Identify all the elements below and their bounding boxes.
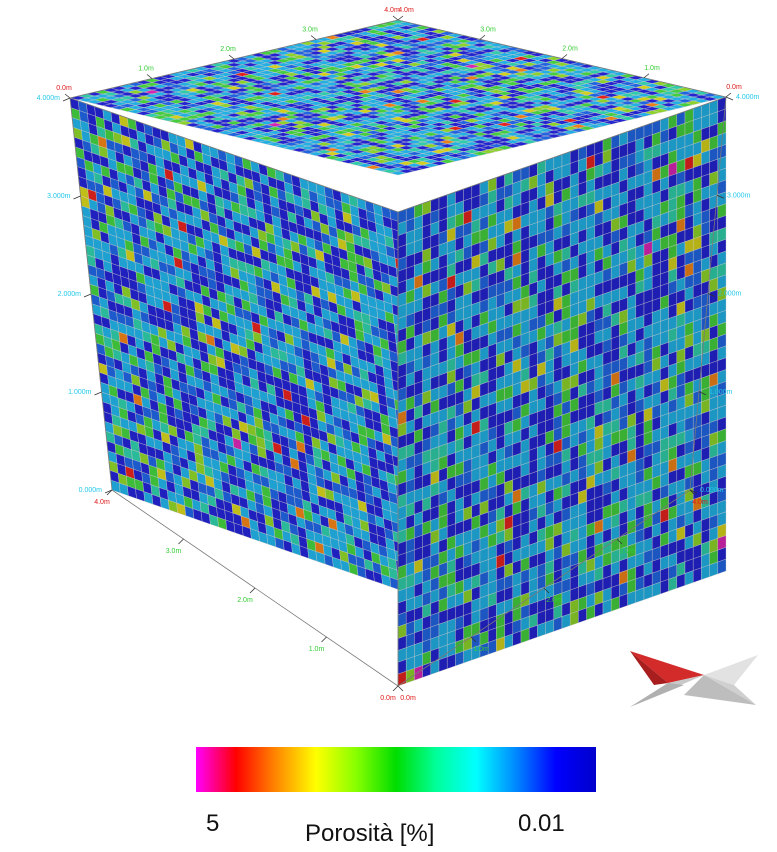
axis-tick-label: 0.0m xyxy=(56,85,72,92)
axis-tick-label: 3.0m xyxy=(302,27,318,34)
axis-height-label: 0.000m xyxy=(700,487,724,494)
axis-tick-label: 4.0m xyxy=(384,7,400,14)
axis-tick-label: 0.0m xyxy=(380,695,396,702)
axis-tick-label: 4.0m xyxy=(398,7,414,14)
axis-height-label: 2.000m xyxy=(58,291,82,298)
axis-tick-label: 2.0m xyxy=(562,46,578,53)
axis-tick-label: 2.0m xyxy=(220,46,236,53)
cube-face-front-right xyxy=(397,96,727,687)
axis-ticks xyxy=(62,15,734,692)
axis-labels: 0.0m1.0m2.0m3.0m4.0m4.0m3.0m2.0m1.0m0.0m… xyxy=(37,7,760,702)
axis-height-label: 1.000m xyxy=(709,389,733,396)
axis-tick-label: 1.0m xyxy=(309,646,325,653)
porosity-colorbar xyxy=(196,747,596,792)
axis-tick-label: 3.0m xyxy=(619,548,635,555)
axis-height-label: 3.000m xyxy=(47,193,71,200)
axis-height-label: 1.000m xyxy=(68,389,92,396)
axis-tick-label: 4.0m xyxy=(692,499,708,506)
cube-face-front-left xyxy=(69,97,441,605)
axis-tick-label: 0.0m xyxy=(400,695,416,702)
colorbar-min-label: 0.01 xyxy=(518,810,565,837)
axis-tick-label: 1.0m xyxy=(644,65,660,72)
cube-face-top xyxy=(69,19,727,176)
colorbar-title: Porosità [%] xyxy=(305,820,435,847)
axis-tick-label: 0.0m xyxy=(726,84,742,91)
orientation-gizmo-icon[interactable] xyxy=(624,645,764,710)
axis-tick-label: 1.0m xyxy=(473,646,489,653)
axis-tick-label: 2.0m xyxy=(546,597,562,604)
axis-tick-label: 2.0m xyxy=(237,597,253,604)
axis-height-label: 3.000m xyxy=(727,192,751,199)
axis-tick-label: 3.0m xyxy=(480,26,496,33)
axis-height-label: 4.000m xyxy=(736,94,760,101)
axis-height-label: 4.000m xyxy=(37,95,61,102)
colorbar-max-label: 5 xyxy=(206,810,220,837)
axis-tick-label: 3.0m xyxy=(166,548,182,555)
axis-height-label: 2.000m xyxy=(718,291,742,298)
axis-tick-label: 4.0m xyxy=(94,499,110,506)
axis-height-label: 0.000m xyxy=(79,487,103,494)
axis-tick-label: 1.0m xyxy=(138,66,154,73)
